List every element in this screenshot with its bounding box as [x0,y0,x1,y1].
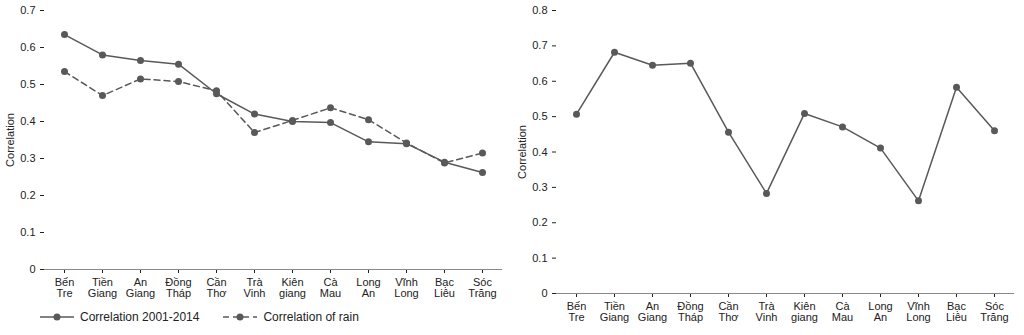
svg-text:Correlation: Correlation [516,125,528,179]
svg-text:0: 0 [29,263,35,275]
svg-text:0.5: 0.5 [20,78,35,90]
svg-text:0.6: 0.6 [20,41,35,53]
svg-text:0.7: 0.7 [532,39,547,51]
svg-text:0.3: 0.3 [532,181,547,193]
svg-text:CầnThơ: CầnThơ [206,276,226,299]
svg-text:AnGiang: AnGiang [126,276,155,299]
html-text:Correlation 2001-2014: Correlation 2001-2014 [80,310,200,324]
svg-text:0.7: 0.7 [20,4,35,16]
svg-text:BếnTre: BếnTre [55,276,75,299]
svg-text:BạcLiêu: BạcLiêu [434,276,455,299]
html-text:Correlation of rain: Correlation of rain [263,310,359,324]
svg-text:CàMau: CàMau [320,276,341,299]
svg-text:ĐồngTháp: ĐồngTháp [677,300,703,323]
svg-text:AnGiang: AnGiang [638,300,667,323]
svg-text:0: 0 [541,287,547,299]
svg-text:VĩnhLong: VĩnhLong [906,300,930,323]
svg-text:Kiêngiang: Kiêngiang [791,300,818,323]
svg-text:BạcLiêu: BạcLiêu [946,300,967,323]
svg-text:BếnTre: BếnTre [567,300,587,323]
svg-text:0.6: 0.6 [532,75,547,87]
svg-text:LongAn: LongAn [868,300,892,323]
svg-text:0.1: 0.1 [532,252,547,264]
svg-text:SócTrăng: SócTrăng [980,300,1008,323]
svg-text:TràVinh: TràVinh [756,300,778,323]
svg-text:VĩnhLong: VĩnhLong [394,276,418,299]
svg-text:Kiêngiang: Kiêngiang [279,276,306,299]
svg-text:0.4: 0.4 [532,146,547,158]
svg-text:0.3: 0.3 [20,152,35,164]
svg-text:TràVinh: TràVinh [244,276,266,299]
svg-text:TiềnGiang: TiềnGiang [88,276,117,299]
svg-text:0.4: 0.4 [20,115,35,127]
svg-text:SócTrăng: SócTrăng [468,276,496,299]
svg-text:ĐồngTháp: ĐồngTháp [165,276,191,299]
svg-text:0.5: 0.5 [532,110,547,122]
svg-text:LongAn: LongAn [356,276,380,299]
svg-text:CầnThơ: CầnThơ [718,300,738,323]
svg-text:0.2: 0.2 [532,216,547,228]
svg-text:CàMau: CàMau [832,300,853,323]
svg-text:0.2: 0.2 [20,189,35,201]
svg-text:0.8: 0.8 [532,4,547,16]
svg-text:TiềnGiang: TiềnGiang [600,300,629,323]
svg-text:Correlation: Correlation [4,113,16,167]
svg-text:0.1: 0.1 [20,226,35,238]
